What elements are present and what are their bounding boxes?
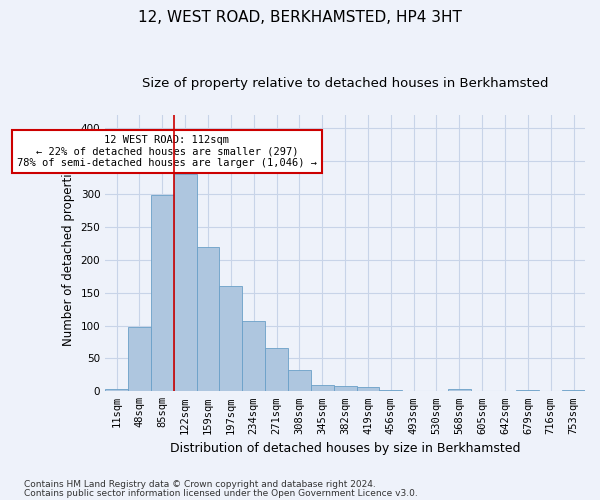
Bar [448,390,471,392]
Bar [128,327,151,392]
Bar [356,388,379,392]
Bar [174,174,197,392]
Bar [105,390,128,392]
Text: 12, WEST ROAD, BERKHAMSTED, HP4 3HT: 12, WEST ROAD, BERKHAMSTED, HP4 3HT [138,10,462,25]
Text: Contains HM Land Registry data © Crown copyright and database right 2024.: Contains HM Land Registry data © Crown c… [24,480,376,489]
Bar [562,390,585,392]
Bar [311,384,334,392]
Bar [265,348,288,392]
Bar [379,390,402,392]
Bar [334,386,356,392]
Bar [151,196,174,392]
Bar [288,370,311,392]
Bar [197,246,220,392]
X-axis label: Distribution of detached houses by size in Berkhamsted: Distribution of detached houses by size … [170,442,520,455]
Y-axis label: Number of detached properties: Number of detached properties [62,160,75,346]
Bar [517,390,539,392]
Bar [220,286,242,392]
Text: Contains public sector information licensed under the Open Government Licence v3: Contains public sector information licen… [24,489,418,498]
Title: Size of property relative to detached houses in Berkhamsted: Size of property relative to detached ho… [142,78,548,90]
Bar [242,321,265,392]
Text: 12 WEST ROAD: 112sqm
← 22% of detached houses are smaller (297)
78% of semi-deta: 12 WEST ROAD: 112sqm ← 22% of detached h… [17,135,317,168]
